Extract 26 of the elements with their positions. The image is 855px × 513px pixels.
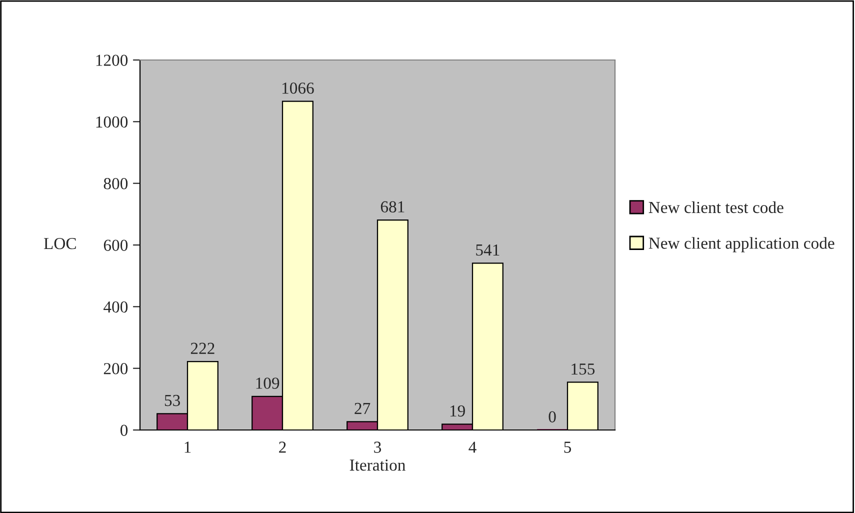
data-label: 19 <box>450 405 465 417</box>
x-tick-label: 2 <box>279 442 286 453</box>
data-label: 155 <box>572 363 595 375</box>
x-axis-title: Iteration <box>350 460 406 471</box>
data-label: 53 <box>164 394 180 406</box>
data-label: 109 <box>256 378 280 389</box>
y-tick-label: 200 <box>104 363 128 374</box>
data-label: 1066 <box>282 82 314 94</box>
y-tick-label: 600 <box>104 240 128 251</box>
y-tick-label: 1000 <box>96 116 128 128</box>
data-label: 681 <box>380 201 404 212</box>
x-tick-label: 3 <box>374 442 382 453</box>
x-tick-label: 5 <box>564 442 572 453</box>
x-tick-label: 1 <box>184 442 191 453</box>
y-tick-label: 400 <box>104 301 128 313</box>
legend-label: New client application code <box>648 237 834 252</box>
data-label: 222 <box>190 342 214 354</box>
data-label: 0 <box>548 411 556 422</box>
data-label: 27 <box>354 402 370 414</box>
y-tick-label: 1200 <box>96 54 128 66</box>
y-tick-label: 0 <box>120 424 128 436</box>
x-tick-label: 4 <box>468 442 476 453</box>
data-label: 541 <box>476 244 500 256</box>
legend-label: New client test code <box>648 201 784 214</box>
y-tick-label: 800 <box>104 178 128 190</box>
y-axis-title: LOC <box>44 238 76 250</box>
